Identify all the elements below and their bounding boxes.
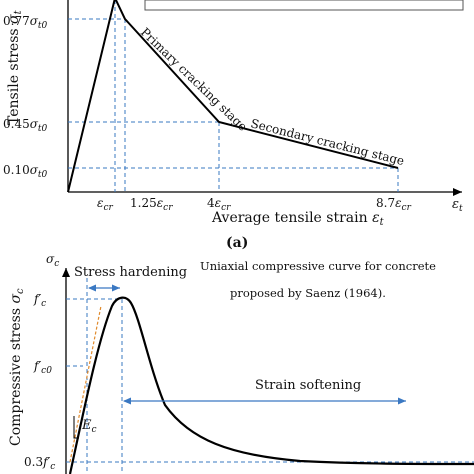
annotation-stress-hardening: Stress hardening [74, 265, 187, 280]
compressive-curve [68, 296, 474, 474]
panel-label-a: (a) [226, 235, 248, 251]
compressive-title-line-2: proposed by Saenz (1964). [230, 286, 386, 300]
chart-tensile: 0.77σt0 0.45σt0 0.10σt0 εcr 1.25εcr 4εcr… [3, 0, 464, 251]
compressive-y-label: Compressive stress σc [8, 288, 26, 446]
annotation-primary-stage: Primary cracking stage [138, 25, 250, 134]
compressive-title-line-1: Uniaxial compressive curve for concrete [200, 259, 436, 273]
y-tick-fc: f′c [33, 292, 46, 309]
tensile-y-label: Tensile stress σt [6, 9, 24, 125]
tensile-curve [67, 0, 399, 193]
annotation-secondary-stage: Secondary cracking stage [249, 116, 405, 168]
chart-compressive: σc Ec f′c f′c0 0.3f′c Compressive stress… [8, 252, 474, 474]
x-tick-87ecr: 8.7εcr [376, 196, 412, 213]
x-axis-end-label: εt [452, 197, 463, 214]
y-tick-03fc: 0.3f′c [24, 455, 55, 472]
y-tick-045: 0.45σt0 [3, 117, 48, 134]
x-tick-125ecr: 1.25εcr [130, 196, 173, 213]
annotation-strain-softening: Strain softening [255, 378, 361, 393]
initial-tangent-line [69, 305, 102, 463]
tensile-x-label: Average tensile strain εt [211, 210, 385, 228]
y-tick-077: 0.77σt0 [3, 14, 48, 31]
y-tick-010: 0.10σt0 [3, 163, 48, 180]
legend-box [144, 0, 464, 11]
annotation-ec: Ec [81, 418, 97, 435]
ec-slope-marker [73, 416, 79, 439]
compressive-y-axis-end-label: σc [46, 252, 59, 269]
y-tick-fc0: f′c0 [33, 359, 52, 376]
x-tick-ecr: εcr [97, 196, 113, 213]
